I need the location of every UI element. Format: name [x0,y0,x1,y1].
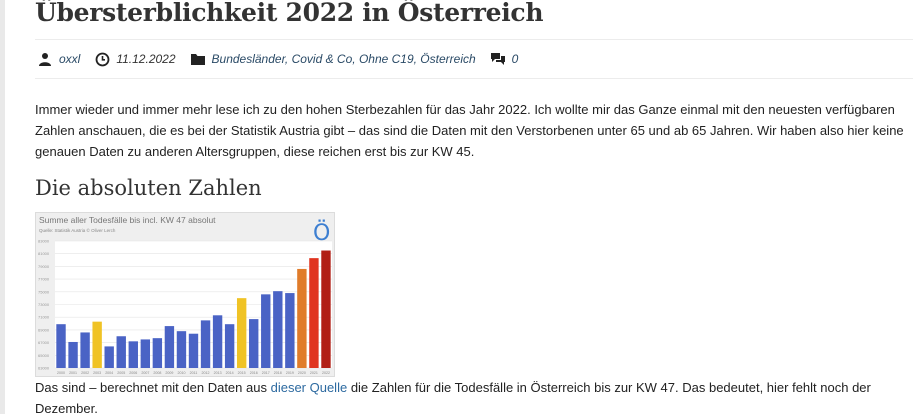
x-tick-label: 2019 [286,371,294,375]
bar-2018 [273,291,283,368]
x-tick-label: 2011 [190,371,198,375]
bar-2022 [321,250,331,368]
bar-2009 [164,326,175,368]
bar-2021 [309,258,319,368]
bar-2020 [297,268,307,368]
bar-2001 [68,341,78,368]
y-tick-label: 71000 [38,315,50,320]
bar-2008 [152,338,163,368]
x-tick-label: 2018 [274,371,282,375]
title-divider [35,39,913,40]
x-tick-label: 2015 [238,371,246,375]
comments-count-link[interactable]: 0 [511,52,519,66]
caption-text-start: Das sind – berechnet mit den Daten aus [35,380,271,395]
y-tick-label: 67000 [38,340,50,345]
bar-2019 [285,293,295,368]
x-tick-label: 2012 [202,371,210,375]
comments-icon [490,51,506,67]
folder-icon [190,51,206,67]
bar-2003 [92,321,102,368]
chart-subtitle: Quelle: Statistik Austria © Oliver Lerch [39,227,116,233]
x-tick-label: 2017 [262,371,270,375]
x-tick-label: 2000 [57,371,65,375]
clock-icon [94,51,110,67]
x-tick-label: 2003 [93,371,101,375]
bar-2006 [128,341,138,368]
x-tick-label: 2020 [298,371,306,375]
x-tick-label: 2004 [105,371,113,375]
post-date: 11.12.2022 [116,52,176,66]
x-tick-label: 2001 [69,371,77,375]
deaths-bar-chart: Summe aller Todesfälle bis incl. KW 47 a… [35,212,335,377]
y-tick-label: 73000 [38,302,50,307]
x-tick-label: 2022 [322,371,330,375]
bar-2016 [249,319,259,368]
bar-2004 [104,346,114,368]
y-tick-label: 83000 [38,239,50,244]
x-tick-label: 2002 [81,371,89,375]
x-tick-label: 2006 [129,371,137,375]
x-tick-label: 2016 [250,371,258,375]
bar-2013 [212,315,223,368]
chart-caption-paragraph: Das sind – berechnet mit den Daten aus d… [35,377,913,419]
chart-title: Summe aller Todesfälle bis incl. KW 47 a… [39,215,216,225]
bar-2014 [224,324,235,368]
y-tick-label: 69000 [38,327,50,332]
y-tick-label: 75000 [38,289,50,294]
x-tick-label: 2014 [226,371,234,375]
bar-2002 [80,332,90,368]
bar-2005 [116,336,126,368]
category-links[interactable]: Bundesländer, Covid & Co, Ohne C19, Öste… [211,52,476,66]
post-title: Übersterblichkeit 2022 in Österreich [35,0,544,27]
bar-2010 [176,331,187,368]
chart-logo: Ö [313,220,330,246]
bar-2017 [261,294,271,368]
y-tick-label: 81000 [38,251,50,256]
x-tick-label: 2007 [141,371,149,375]
section-heading: Die absoluten Zahlen [35,176,262,200]
bar-2000 [56,324,66,368]
user-icon [37,51,53,67]
y-tick-label: 65000 [38,353,50,358]
meta-divider [35,78,913,79]
caption-text-end: die Zahlen für die Todesfälle in Österre… [35,380,871,416]
author-link[interactable]: oxxl [59,52,81,66]
bar-2012 [200,320,211,369]
x-tick-label: 2013 [214,371,222,375]
source-link[interactable]: dieser Quelle [270,380,348,395]
post-meta: oxxl 11.12.2022 Bundesländer, Covid & Co… [37,50,518,68]
y-tick-label: 79000 [38,264,50,269]
bar-2015 [236,298,247,368]
intro-paragraph: Immer wieder und immer mehr lese ich zu … [35,102,904,159]
x-tick-label: 2021 [310,371,318,375]
left-border [0,0,5,414]
bar-2011 [188,333,199,368]
x-tick-label: 2009 [165,371,173,375]
x-tick-label: 2010 [177,371,185,375]
x-tick-label: 2005 [117,371,125,375]
x-tick-label: 2008 [153,371,161,375]
bar-2007 [140,339,151,368]
y-tick-label: 63000 [38,366,50,371]
y-tick-label: 77000 [38,277,50,282]
